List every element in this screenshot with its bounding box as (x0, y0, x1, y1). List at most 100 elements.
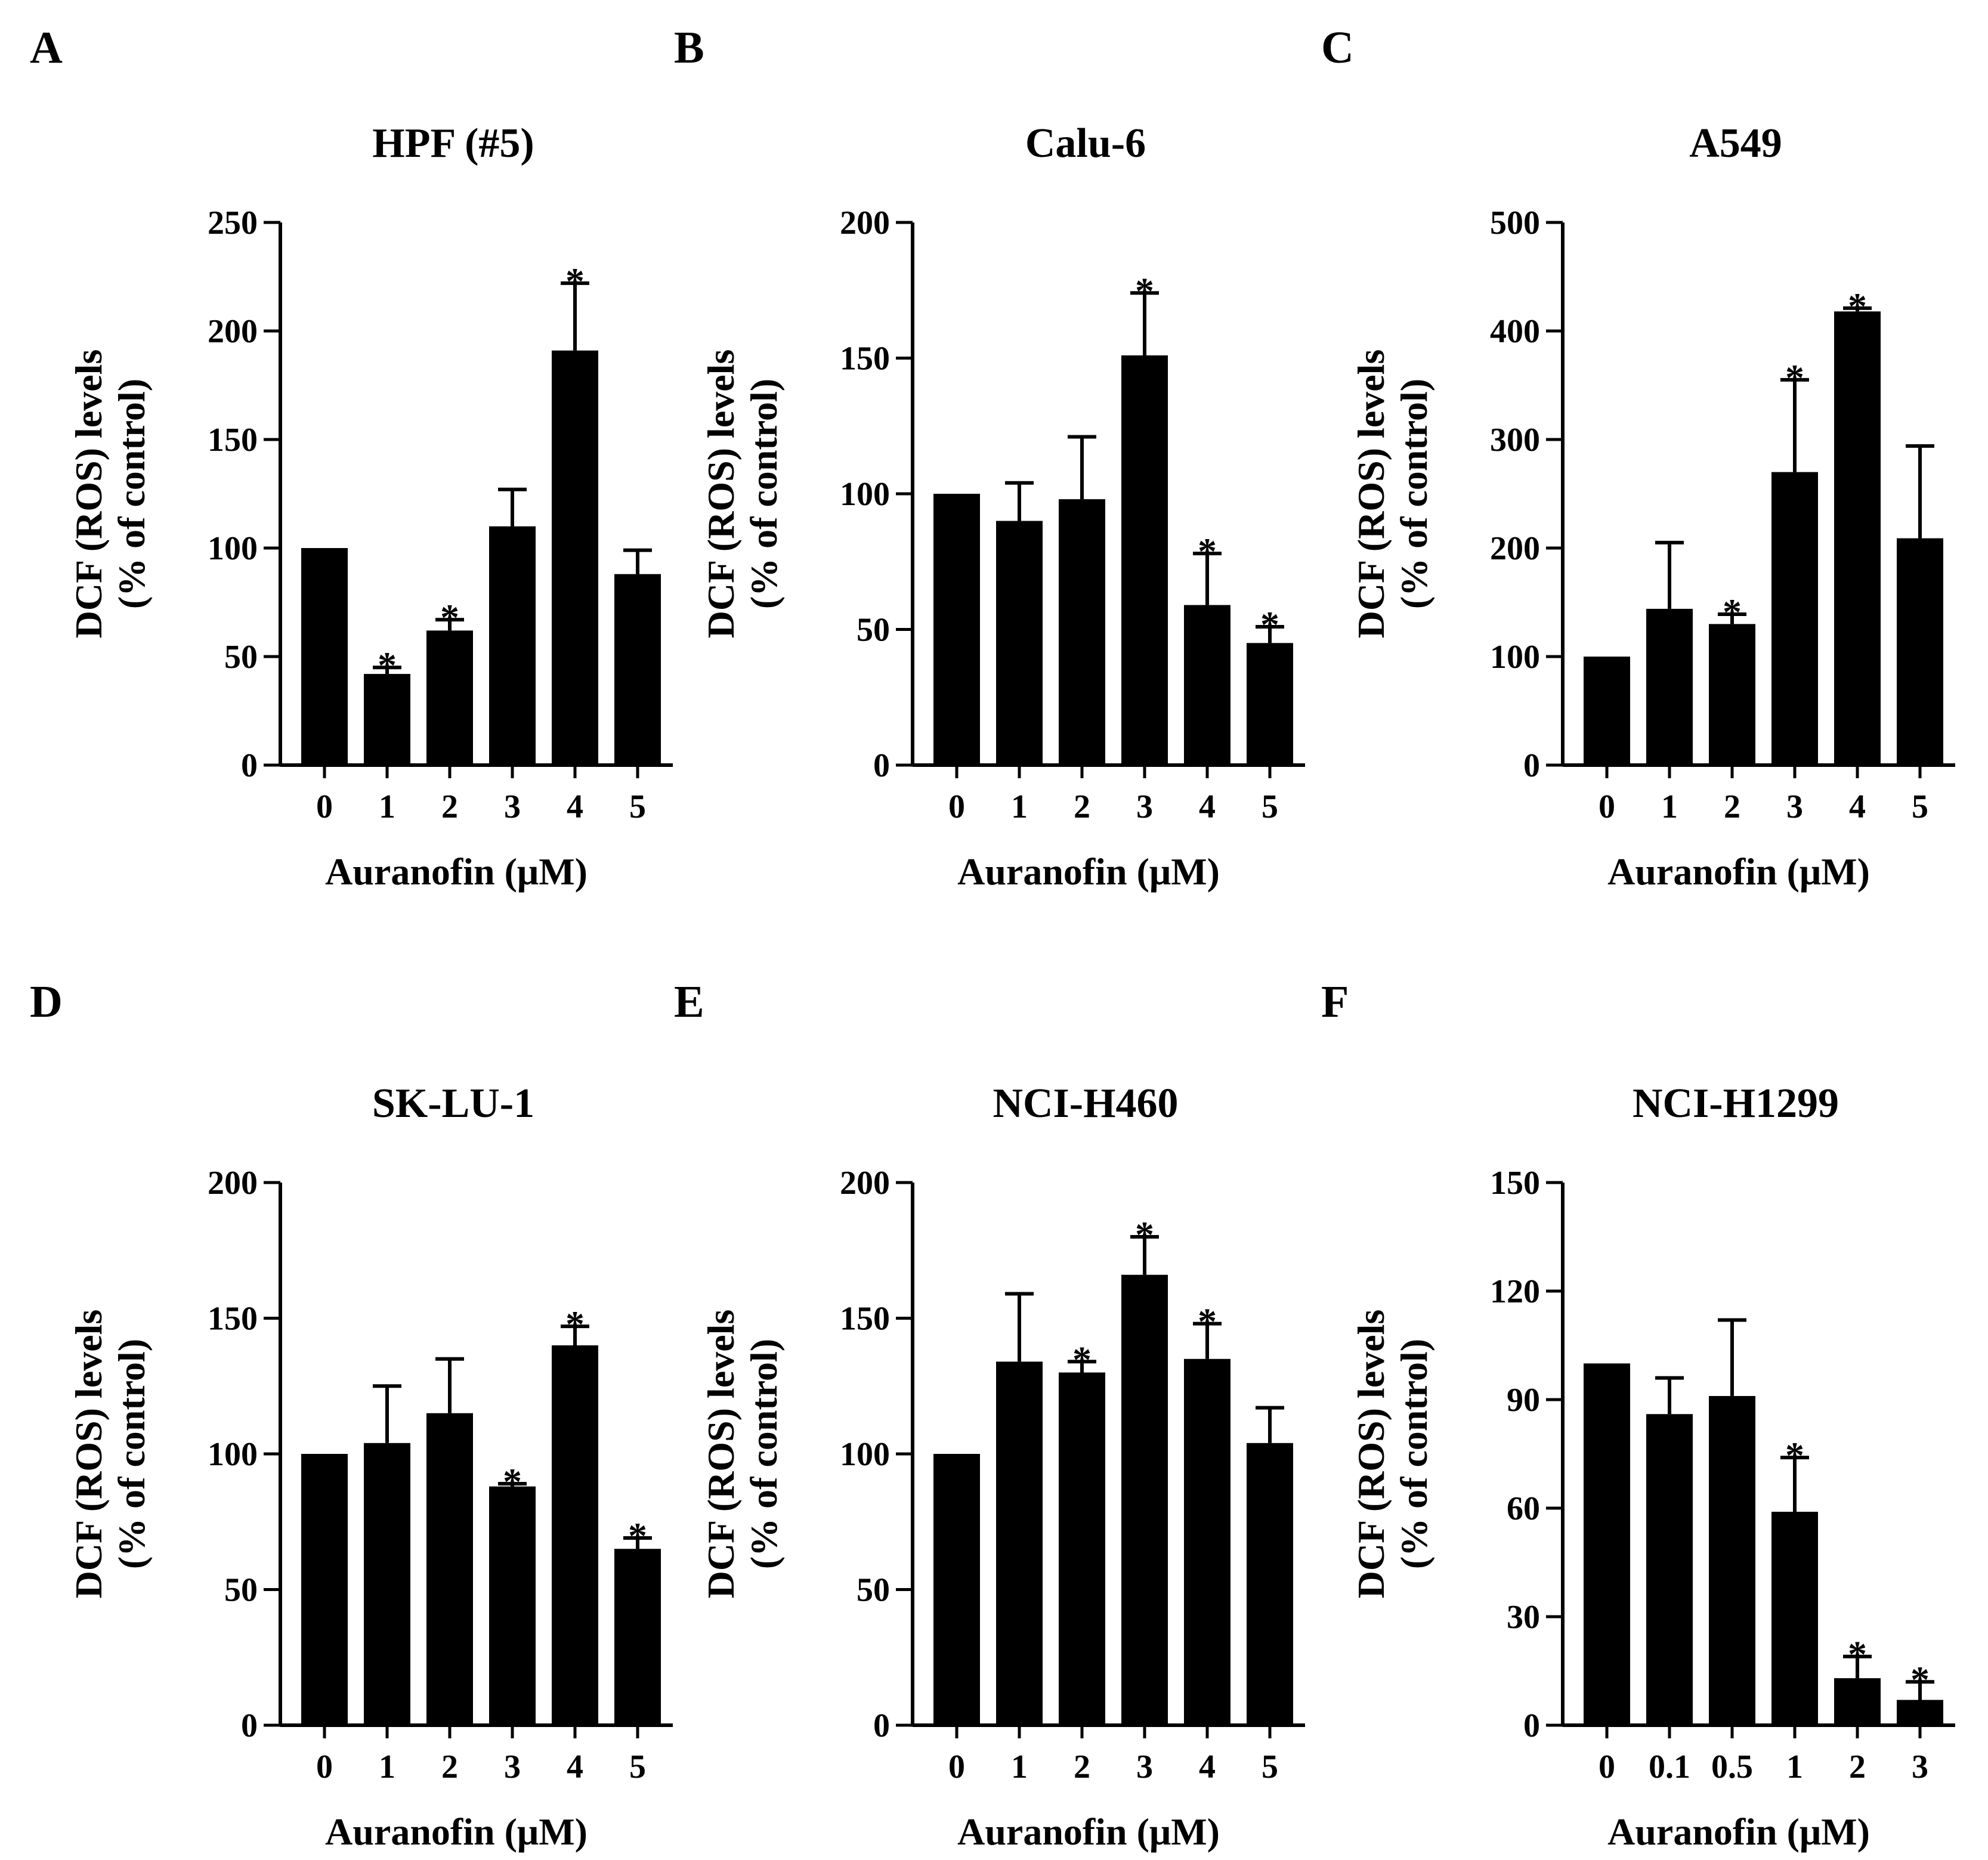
significance-marker: * (1198, 530, 1217, 572)
y-tick-label: 90 (1507, 1382, 1540, 1419)
x-tick-label: 3 (1136, 788, 1153, 825)
y-tick-label: 0 (873, 747, 890, 784)
bar (364, 674, 410, 765)
significance-marker: * (565, 1303, 585, 1345)
y-tick-label: 0 (1523, 1707, 1540, 1744)
x-tick-label: 4 (567, 1748, 583, 1785)
y-tick-label: 0 (241, 747, 258, 784)
y-tick-label: 500 (1490, 205, 1540, 242)
bar (1646, 1414, 1693, 1725)
y-tick-label: 0 (241, 1707, 258, 1744)
x-tick-label: 3 (1786, 788, 1803, 825)
bar (1709, 624, 1755, 765)
x-tick-label: 1 (379, 788, 395, 825)
y-tick-label: 200 (840, 205, 890, 242)
significance-marker: * (1135, 270, 1154, 312)
x-tick-label: 4 (1199, 1748, 1216, 1785)
y-tick-label: 150 (208, 1301, 258, 1338)
bar (1584, 657, 1630, 765)
bar (489, 526, 536, 765)
y-tick-label: 200 (1490, 530, 1540, 567)
significance-marker: * (503, 1460, 522, 1503)
y-tick-label: 50 (857, 612, 890, 649)
x-axis-title: Auranofin (μM) (957, 850, 1220, 893)
significance-marker: * (1848, 285, 1867, 327)
bar (552, 1345, 598, 1725)
bar (1184, 605, 1230, 765)
y-tick-label: 200 (208, 1165, 258, 1202)
x-tick-label: 0 (316, 1748, 333, 1785)
y-tick-label: 300 (1490, 422, 1540, 459)
y-tick-label: 200 (208, 313, 258, 350)
y-tick-label: 100 (840, 476, 890, 513)
y-axis-title-line2: (% of control) (743, 379, 785, 609)
x-tick-label: 0.5 (1711, 1748, 1753, 1785)
x-tick-label: 3 (1912, 1748, 1928, 1785)
bar (996, 1361, 1043, 1725)
panel-letter: B (674, 23, 704, 73)
bar (489, 1486, 536, 1725)
x-tick-label: 0 (316, 788, 333, 825)
y-tick-label: 30 (1507, 1599, 1540, 1636)
x-axis-title: Auranofin (μM) (325, 850, 588, 893)
significance-marker: * (1910, 1658, 1930, 1701)
x-tick-label: 4 (1849, 788, 1866, 825)
bar (1059, 499, 1105, 765)
significance-marker: * (1135, 1214, 1154, 1256)
panel-letter: F (1321, 977, 1349, 1027)
y-axis-title: DCF (ROS) levels(% of control) (700, 1310, 785, 1599)
significance-marker: * (378, 644, 397, 686)
chart-title: Calu-6 (1025, 120, 1146, 166)
significance-marker: * (1785, 357, 1804, 399)
x-axis-title: Auranofin (μM) (1607, 1811, 1870, 1853)
bar (1897, 538, 1943, 765)
panel-letter: A (30, 23, 63, 73)
bar (426, 1413, 473, 1725)
x-tick-label: 5 (1262, 788, 1278, 825)
y-tick-label: 100 (208, 530, 258, 567)
significance-marker: * (1723, 591, 1742, 633)
panel-letter: E (674, 977, 704, 1027)
bar (1247, 1443, 1293, 1725)
panel-letter: C (1321, 23, 1354, 73)
x-tick-label: 2 (1074, 1748, 1090, 1785)
bar (1584, 1363, 1630, 1725)
x-tick-label: 5 (1912, 788, 1928, 825)
bar (1709, 1395, 1755, 1725)
bar (1897, 1700, 1943, 1725)
chart-title: A549 (1689, 120, 1782, 166)
y-axis-title-line1: DCF (ROS) levels (1350, 1310, 1392, 1599)
x-tick-label: 5 (1262, 1748, 1278, 1785)
x-tick-label: 0 (1599, 788, 1615, 825)
y-axis-title-line1: DCF (ROS) levels (700, 349, 742, 639)
y-tick-label: 150 (840, 341, 890, 377)
x-tick-label: 2 (1074, 788, 1090, 825)
bar (552, 350, 598, 765)
x-axis-title: Auranofin (μM) (957, 1811, 1220, 1853)
significance-marker: * (628, 1515, 647, 1557)
y-axis-title-line1: DCF (ROS) levels (1350, 349, 1392, 639)
y-tick-label: 100 (1490, 639, 1540, 676)
y-tick-label: 100 (208, 1436, 258, 1473)
y-axis-title-line1: DCF (ROS) levels (67, 1310, 110, 1599)
y-axis-title: DCF (ROS) levels(% of control) (700, 349, 785, 639)
bar (614, 1549, 661, 1725)
x-tick-label: 0 (948, 1748, 965, 1785)
chart-title: HPF (#5) (372, 120, 534, 166)
x-tick-label: 5 (629, 1748, 646, 1785)
bar (1834, 311, 1881, 765)
y-tick-label: 50 (224, 639, 258, 676)
y-tick-label: 120 (1490, 1273, 1540, 1310)
y-axis-title: DCF (ROS) levels(% of control) (67, 1310, 153, 1599)
chart-panel-b: B Calu-6 0 50 100 150 200 DCF (ROS) levels(% of… (674, 23, 1305, 893)
chart-title: SK-LU-1 (372, 1081, 534, 1126)
x-tick-label: 2 (441, 1748, 458, 1785)
y-tick-label: 250 (208, 205, 258, 242)
y-tick-label: 0 (873, 1707, 890, 1744)
bar (1646, 608, 1693, 765)
y-tick-label: 60 (1507, 1490, 1540, 1527)
x-tick-label: 1 (1011, 1748, 1028, 1785)
significance-marker: * (1848, 1633, 1867, 1676)
